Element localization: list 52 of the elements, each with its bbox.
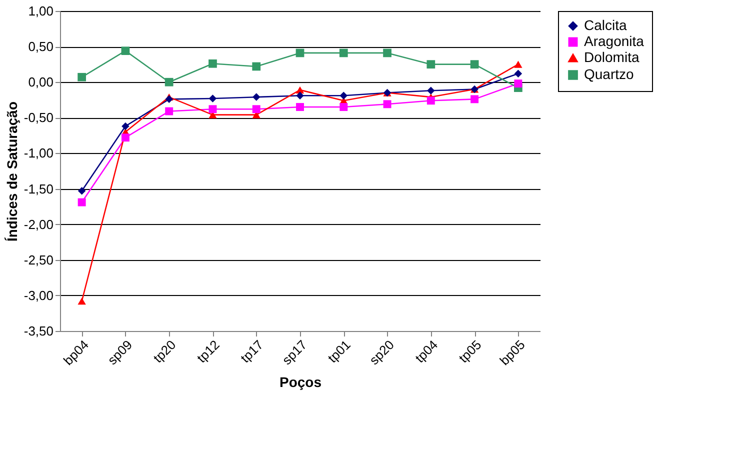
point [383, 48, 392, 58]
point [296, 92, 304, 100]
point [514, 80, 522, 88]
x-tick-label: tp20 [150, 337, 179, 366]
point [78, 187, 86, 195]
point [426, 60, 436, 69]
point [383, 100, 392, 108]
point [122, 122, 130, 130]
x-tick-label: tp04 [412, 337, 441, 366]
point [252, 93, 260, 101]
point [121, 134, 130, 142]
point [252, 62, 261, 71]
point [165, 95, 173, 104]
point [296, 48, 304, 58]
legend-label: Quartzo [584, 66, 634, 82]
legend-label: Dolomita [584, 49, 640, 65]
point [427, 86, 435, 95]
point [339, 48, 348, 58]
point [296, 103, 304, 111]
y-tick-label: -1,50 [24, 181, 54, 196]
y-tick-label: -3,00 [24, 288, 54, 303]
point [340, 92, 348, 100]
y-tick-label: 0,00 [28, 74, 54, 90]
point [426, 96, 435, 105]
x-tick-label: tp12 [194, 337, 222, 366]
y-axis-title: Índices de Saturação [4, 101, 20, 242]
point [121, 46, 130, 56]
point [208, 94, 217, 102]
y-tick-label: -0,50 [24, 110, 54, 126]
legend-label: Aragonita [584, 33, 644, 49]
point [208, 105, 217, 114]
point [164, 78, 174, 86]
point [470, 95, 479, 104]
x-tick-label: tp01 [324, 337, 354, 366]
point [78, 198, 86, 206]
legend-label: Calcita [584, 17, 628, 33]
point [78, 72, 86, 82]
point [165, 107, 174, 116]
point [208, 59, 217, 68]
point [514, 60, 522, 68]
point [470, 60, 479, 69]
x-axis-title: Poços [279, 374, 322, 390]
y-tick-label: -2,50 [24, 252, 54, 268]
y-tick-label: -2,00 [24, 216, 54, 232]
point [340, 103, 348, 111]
point [514, 70, 522, 78]
y-tick-label: 1,00 [28, 4, 54, 18]
point [252, 105, 260, 114]
point [78, 298, 86, 305]
y-tick-label: -3,50 [24, 324, 54, 338]
y-tick-label: -1,00 [24, 146, 54, 161]
y-tick-label: 0,50 [28, 39, 54, 54]
